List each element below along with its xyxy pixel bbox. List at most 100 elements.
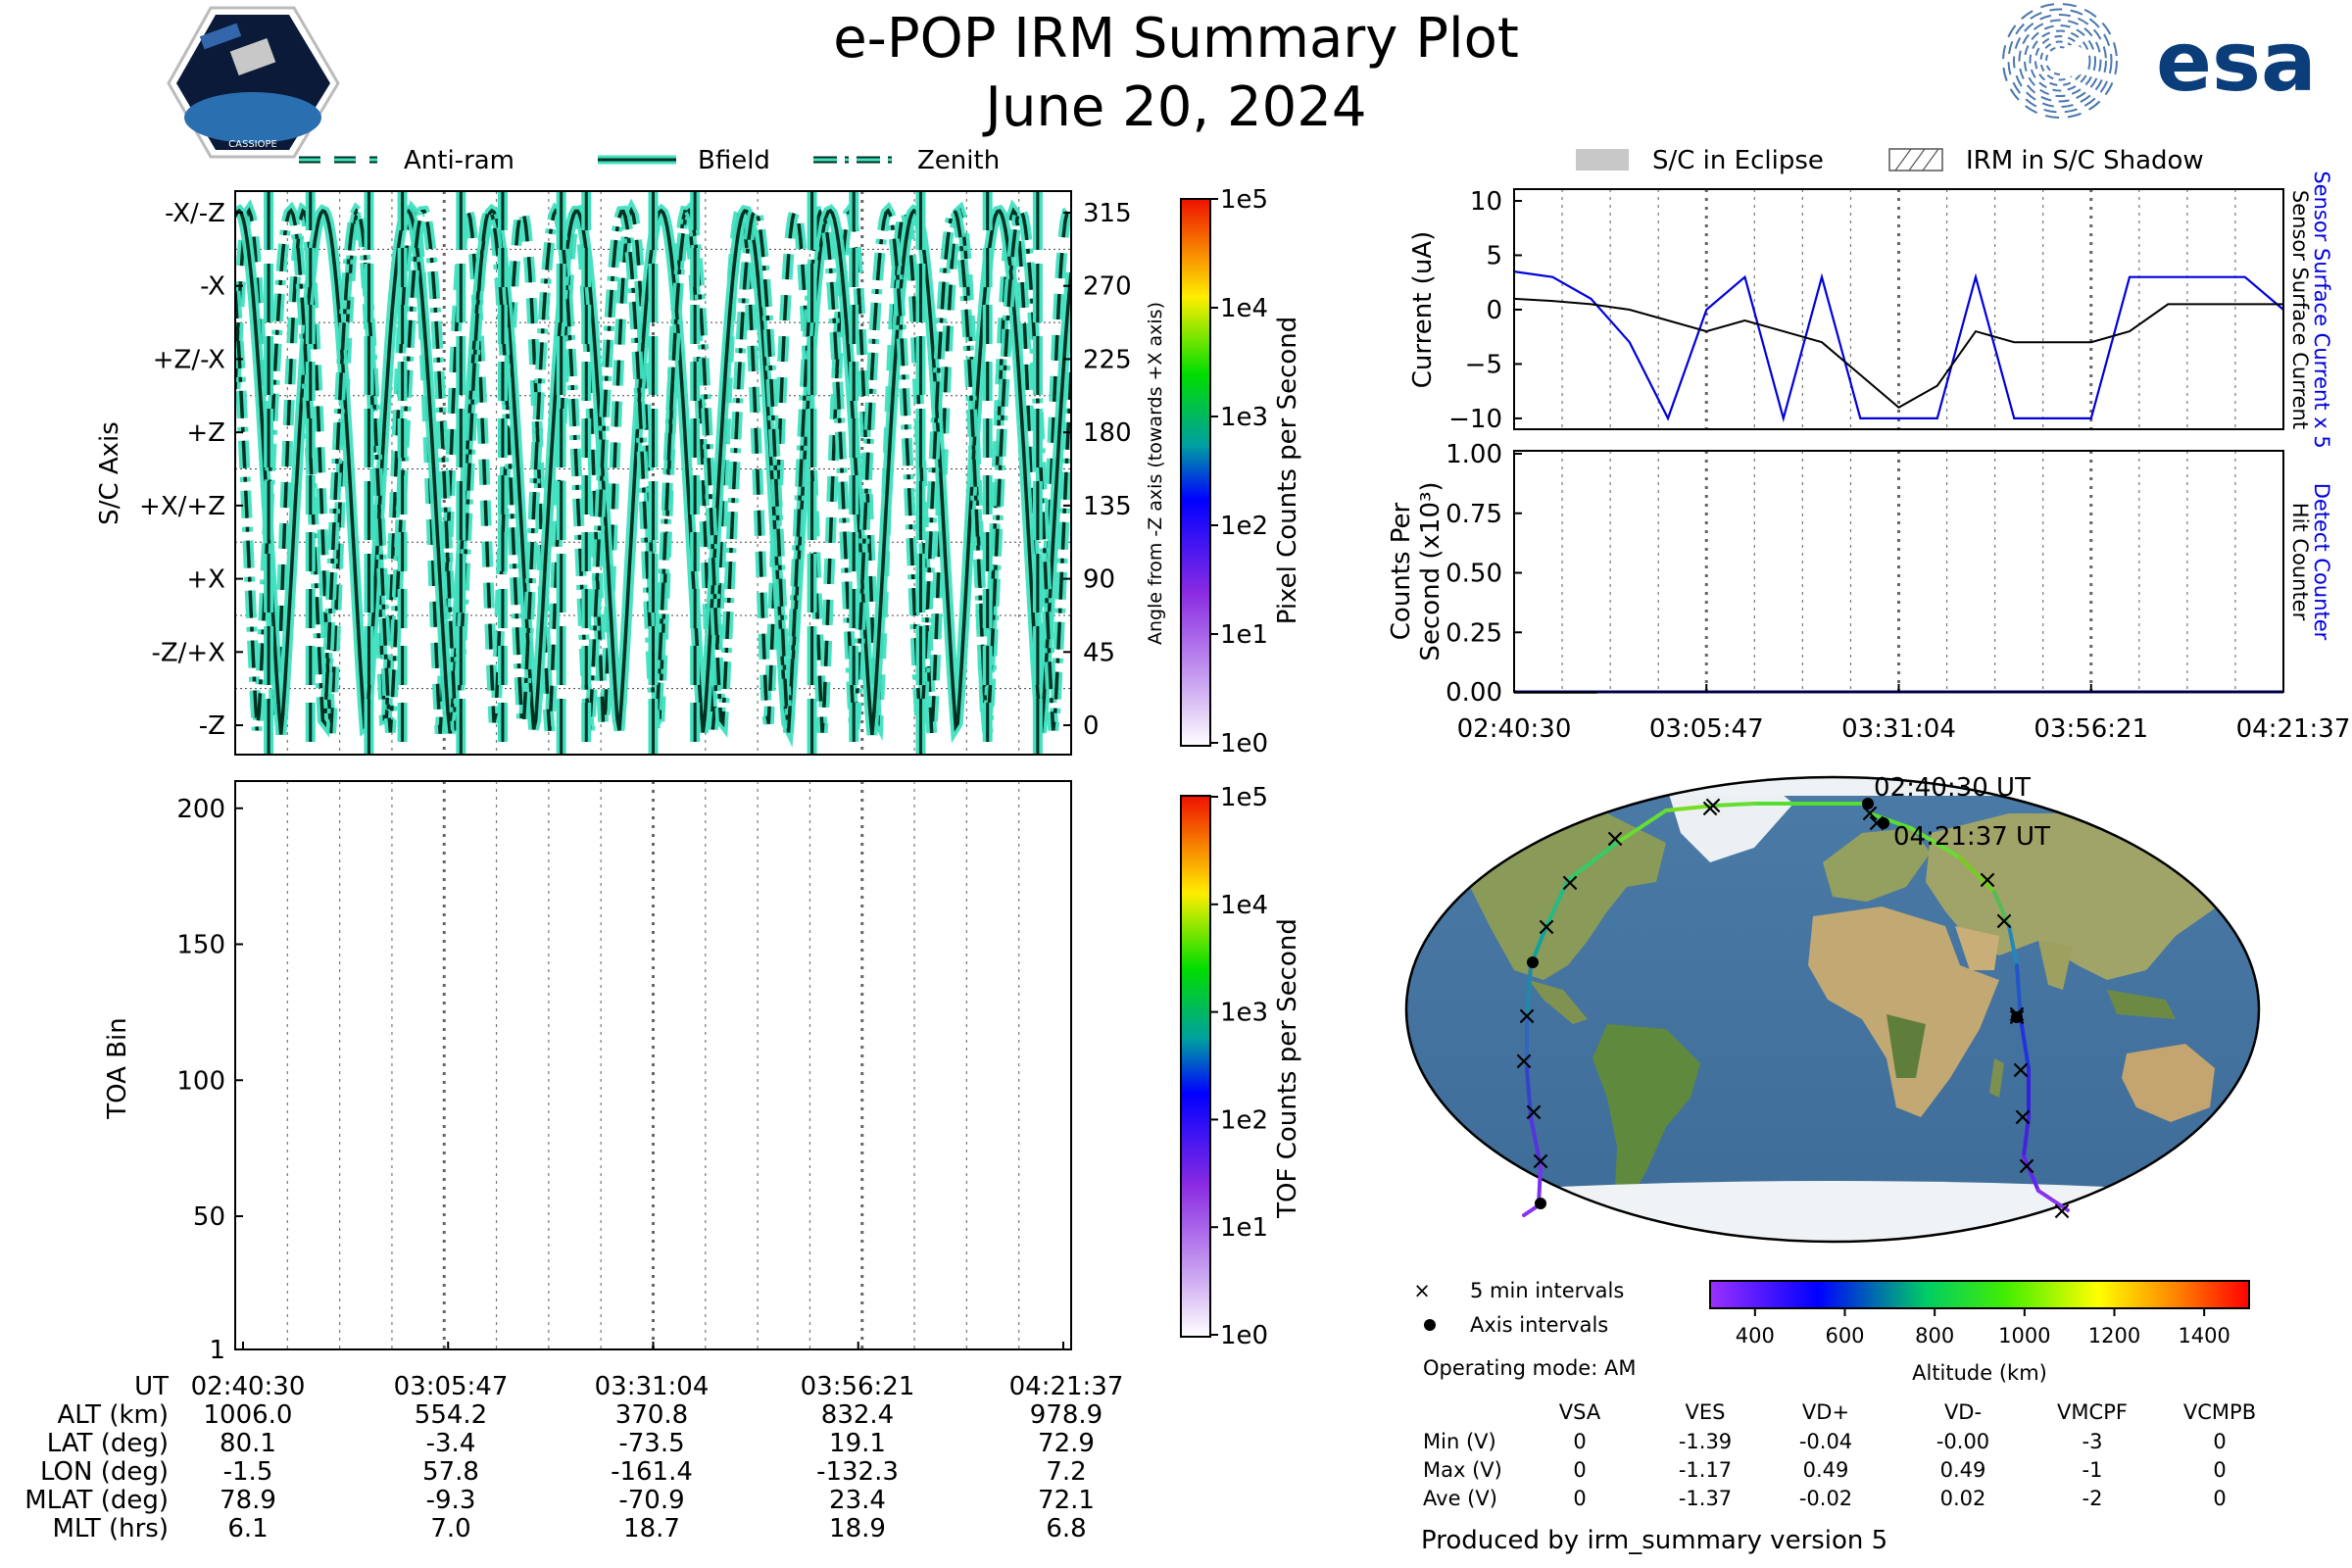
colorbar-tick: 1e2 <box>1220 512 1268 541</box>
angle-tick: 180 <box>1083 418 1132 448</box>
ephem-cell: 832.4 <box>821 1400 894 1430</box>
voltage-row-label: Ave (V) <box>1423 1487 1497 1510</box>
voltage-cell: 0 <box>2213 1458 2226 1482</box>
voltage-cell: -0.02 <box>1799 1487 1852 1510</box>
counts-right-label-black: Hit Counter <box>2288 503 2312 621</box>
counts-right-label-blue: Detect Counter <box>2310 483 2333 641</box>
panel-sc-axis: -X/-Z -X +Z/-X +Z +X/+Z +X -Z/+X -Z 315 270 225 18… <box>95 190 1166 756</box>
voltage-cell: 0 <box>1573 1458 1586 1482</box>
toa-tick: 100 <box>176 1066 225 1096</box>
five-min-marker: × <box>2010 1055 2032 1085</box>
toa-tick: 150 <box>176 931 225 960</box>
counts-tick: 0.00 <box>1446 678 1502 708</box>
ephem-cell: 02:40:30 <box>191 1372 306 1401</box>
legend-5min: 5 min intervals <box>1470 1279 1624 1302</box>
counts-tick: 0.50 <box>1446 560 1502 589</box>
ephem-cell: -9.3 <box>426 1486 476 1515</box>
altitude-tick: 1400 <box>2178 1324 2230 1348</box>
ephem-cell: 78.9 <box>220 1486 276 1515</box>
legend-irm-shadow: IRM in S/C Shadow <box>1966 146 2204 175</box>
voltage-col-header: VMCPF <box>2057 1400 2128 1424</box>
altitude-tick: 600 <box>1825 1324 1864 1348</box>
ephem-cell: 57.8 <box>422 1457 479 1487</box>
five-min-marker: × <box>1702 791 1724 820</box>
counts-tick: 0.25 <box>1446 618 1502 648</box>
current-tick: 0 <box>1486 296 1502 325</box>
orbit-start-label: 02:40:30 UT <box>1874 773 2031 803</box>
sc-axis-tick: -Z/+X <box>151 638 225 667</box>
voltage-col-header: VD- <box>1944 1400 1982 1424</box>
voltage-cell: 0.49 <box>1803 1458 1849 1482</box>
angle-tick: 0 <box>1083 711 1100 741</box>
ephem-cell: 03:56:21 <box>801 1372 915 1401</box>
ephem-cell: -1.5 <box>223 1457 273 1487</box>
five-min-marker: × <box>1530 1147 1551 1176</box>
voltage-cell: 0 <box>2213 1430 2226 1453</box>
ephem-cell: 6.1 <box>227 1514 268 1544</box>
ephem-row-label: UT <box>134 1372 169 1401</box>
legend-eclipse: S/C in Eclipse <box>1652 146 1824 175</box>
angle-tick: 315 <box>1083 199 1132 228</box>
voltage-cell: -1.37 <box>1679 1487 1732 1510</box>
axis-interval-marker <box>1862 798 1874 809</box>
esa-logo-text: esa <box>2156 14 2317 110</box>
colorbar-tick: 1e0 <box>1220 1321 1268 1350</box>
pixel-colorbar: 1e5 1e4 1e3 1e2 1e1 1e0 Pixel Counts per Seco… <box>1180 185 1302 759</box>
altitude-label: Altitude (km) <box>1912 1361 2047 1385</box>
altitude-colorbar: 400 600 800 1000 1200 1400 Altitude (km) <box>1709 1280 2250 1385</box>
orbit-map: ××××××××××××××××××× 02:40:30 UT 04:21:37… <box>1404 773 2261 1244</box>
voltage-cell: 0 <box>1573 1430 1586 1453</box>
colorbar-tick: 1e0 <box>1220 729 1268 759</box>
sc-axis-ylabel: S/C Axis <box>95 421 124 525</box>
altitude-tick: 800 <box>1915 1324 1954 1348</box>
ephem-row-label: MLT (hrs) <box>53 1514 170 1544</box>
angle-axis-label: Angle from -Z axis (towards +X axis) <box>1145 302 1166 645</box>
sc-axis-tick: +Z <box>186 418 225 448</box>
toa-ylabel: TOA Bin <box>103 1017 132 1119</box>
ephem-row-label: ALT (km) <box>57 1400 169 1430</box>
legend-zenith: Zenith <box>917 146 1000 175</box>
ephem-cell: -73.5 <box>618 1429 684 1458</box>
voltage-cell: -1 <box>2082 1458 2103 1482</box>
current-right-label-black: Sensor Surface Current <box>2288 190 2312 429</box>
angle-tick: 90 <box>1083 565 1115 595</box>
voltage-cell: 0 <box>1573 1487 1586 1510</box>
five-min-marker: × <box>2012 1102 2034 1132</box>
panel-toa: 200 150 100 50 1 TOA Bin <box>103 780 1072 1365</box>
time-tick: 03:05:47 <box>1649 714 1764 744</box>
voltage-cell: 0 <box>2213 1487 2226 1510</box>
ephem-cell: 554.2 <box>415 1400 487 1430</box>
tof-colorbar: 1e5 1e4 1e3 1e2 1e1 1e0 TOF Counts per Second <box>1180 783 1302 1350</box>
trace-zenith <box>235 208 1071 733</box>
axis-interval-marker <box>1535 1198 1546 1209</box>
voltage-cell: -2 <box>2082 1487 2103 1510</box>
five-min-marker: × <box>1523 1098 1544 1127</box>
counts-tick: 1.00 <box>1446 440 1502 469</box>
trace-legend: Anti-ram Bfield Zenith <box>299 146 1000 175</box>
ephem-row-label: LON (deg) <box>40 1457 169 1487</box>
ephem-cell: 7.0 <box>430 1514 470 1544</box>
panel-sc-axis-frame <box>234 190 1072 756</box>
ephem-cell: 72.9 <box>1038 1429 1095 1458</box>
ephem-cell: 72.1 <box>1038 1486 1095 1515</box>
sc-axis-tick: -X <box>200 272 225 302</box>
colorbar-tick: 1e5 <box>1220 783 1268 812</box>
sc-axis-tick: -X/-Z <box>165 199 225 228</box>
tof-colorbar-label: TOF Counts per Second <box>1273 918 1302 1219</box>
axis-interval-marker <box>1878 817 1889 829</box>
ephemeris-table: UT 02:40:30 03:05:47 03:31:04 03:56:21 04:21:… <box>24 1372 1123 1544</box>
voltage-col-header: VES <box>1686 1400 1726 1424</box>
five-min-marker: × <box>2051 1197 2073 1226</box>
time-tick: 04:21:37 <box>2236 714 2351 744</box>
five-min-marker: × <box>2016 1152 2037 1181</box>
altitude-tick: 1000 <box>1998 1324 2050 1348</box>
altitude-tick: 1200 <box>2088 1324 2140 1348</box>
five-min-marker: × <box>1604 824 1626 854</box>
ephem-cell: 80.1 <box>220 1429 276 1458</box>
voltage-row-label: Min (V) <box>1423 1430 1496 1453</box>
current-tick: −5 <box>1465 350 1502 379</box>
angle-tick: 45 <box>1083 638 1115 667</box>
counts-tick: 0.75 <box>1446 500 1502 529</box>
ephem-cell: 03:31:04 <box>595 1372 710 1401</box>
